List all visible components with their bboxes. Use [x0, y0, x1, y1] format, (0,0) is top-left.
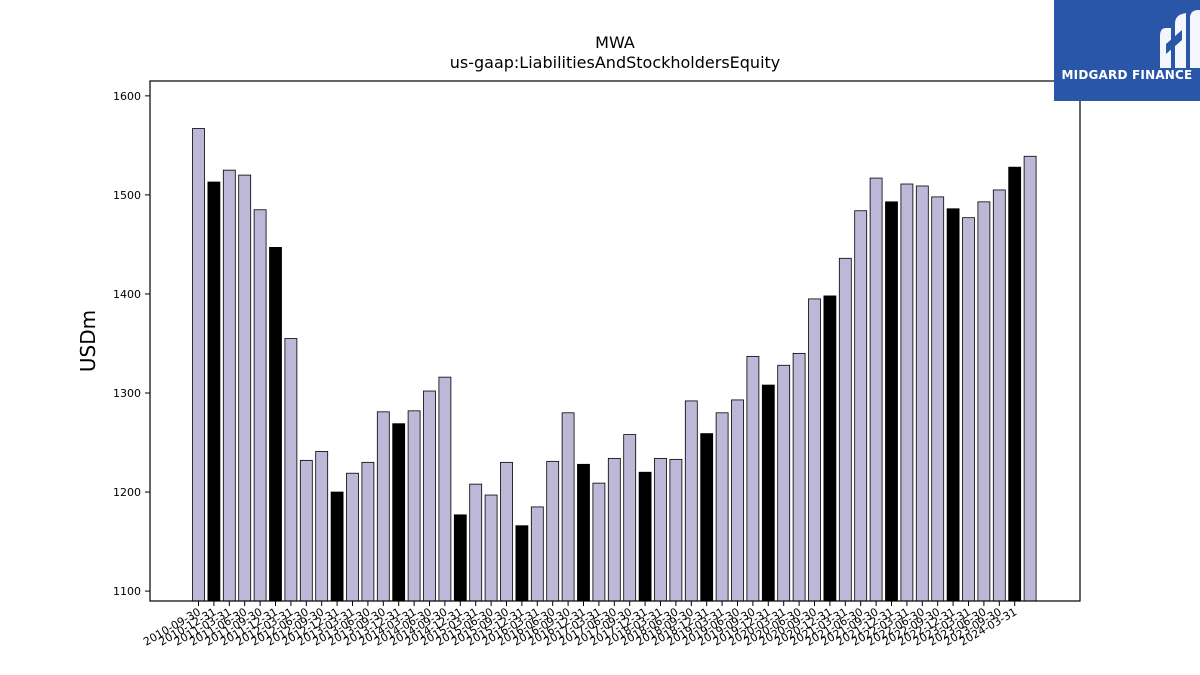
brand-logo: MIDGARD FINANCE	[1054, 0, 1200, 101]
bar	[1008, 166, 1022, 602]
bar	[238, 174, 252, 602]
x-axis: 2010-09-302010-12-312011-03-312011-06-30…	[141, 601, 1019, 649]
bar	[392, 423, 406, 602]
bar	[253, 209, 267, 602]
bar	[946, 208, 960, 602]
bar	[700, 433, 714, 602]
bar	[777, 364, 791, 602]
bar	[561, 412, 575, 602]
bar	[962, 217, 975, 602]
y-axis-label: USDm	[76, 310, 100, 372]
y-tick-label: 1600	[113, 90, 141, 103]
bar	[731, 399, 744, 602]
brand-logo-text: MIDGARD FINANCE	[1061, 68, 1193, 82]
chart-title: MWA	[595, 33, 635, 52]
bar	[1023, 155, 1037, 602]
bars-group	[192, 128, 1037, 602]
bar	[823, 295, 837, 602]
bar	[192, 128, 205, 602]
bar	[546, 460, 560, 602]
bar	[607, 457, 621, 602]
y-tick-label: 1100	[113, 585, 141, 598]
bar	[361, 461, 375, 602]
y-tick-label: 1300	[113, 387, 141, 400]
bar	[438, 376, 452, 602]
chart-subtitle: us-gaap:LiabilitiesAndStockholdersEquity	[450, 53, 781, 72]
bar	[623, 434, 637, 602]
bar	[423, 390, 436, 602]
bar	[915, 185, 929, 602]
bar	[515, 525, 529, 602]
bar	[885, 201, 898, 602]
bar	[654, 457, 667, 602]
bar	[453, 514, 467, 602]
bar	[500, 461, 513, 602]
y-tick-label: 1200	[113, 486, 141, 499]
bar	[931, 196, 945, 602]
bar	[854, 210, 868, 602]
bar	[761, 384, 775, 602]
bar	[469, 483, 483, 602]
bar	[284, 338, 298, 602]
bar	[746, 355, 760, 602]
bar	[592, 482, 606, 602]
bar	[900, 183, 914, 602]
bar	[346, 472, 359, 602]
bar	[684, 400, 698, 602]
bar	[222, 169, 236, 602]
bar	[330, 491, 344, 602]
bar	[407, 410, 421, 602]
bar	[484, 494, 498, 602]
y-axis: 1100 1200 1300 1400 1500 1600	[113, 90, 150, 598]
bar	[530, 506, 544, 602]
bar	[869, 177, 883, 602]
y-tick-label: 1400	[113, 288, 141, 301]
bar	[838, 257, 852, 602]
plot-frame	[149, 80, 1081, 602]
midgard-logo-icon	[1160, 10, 1200, 68]
bar	[715, 412, 729, 602]
bar	[638, 471, 652, 602]
bar	[299, 459, 313, 602]
y-tick-label: 1500	[113, 189, 141, 202]
bar	[376, 411, 390, 602]
bar	[315, 451, 329, 602]
bar	[669, 458, 683, 602]
bar	[992, 189, 1006, 602]
bar	[577, 463, 590, 602]
bar	[977, 201, 991, 602]
bar	[808, 298, 821, 602]
bar	[269, 246, 282, 602]
bar	[792, 352, 806, 602]
bar	[207, 181, 221, 602]
